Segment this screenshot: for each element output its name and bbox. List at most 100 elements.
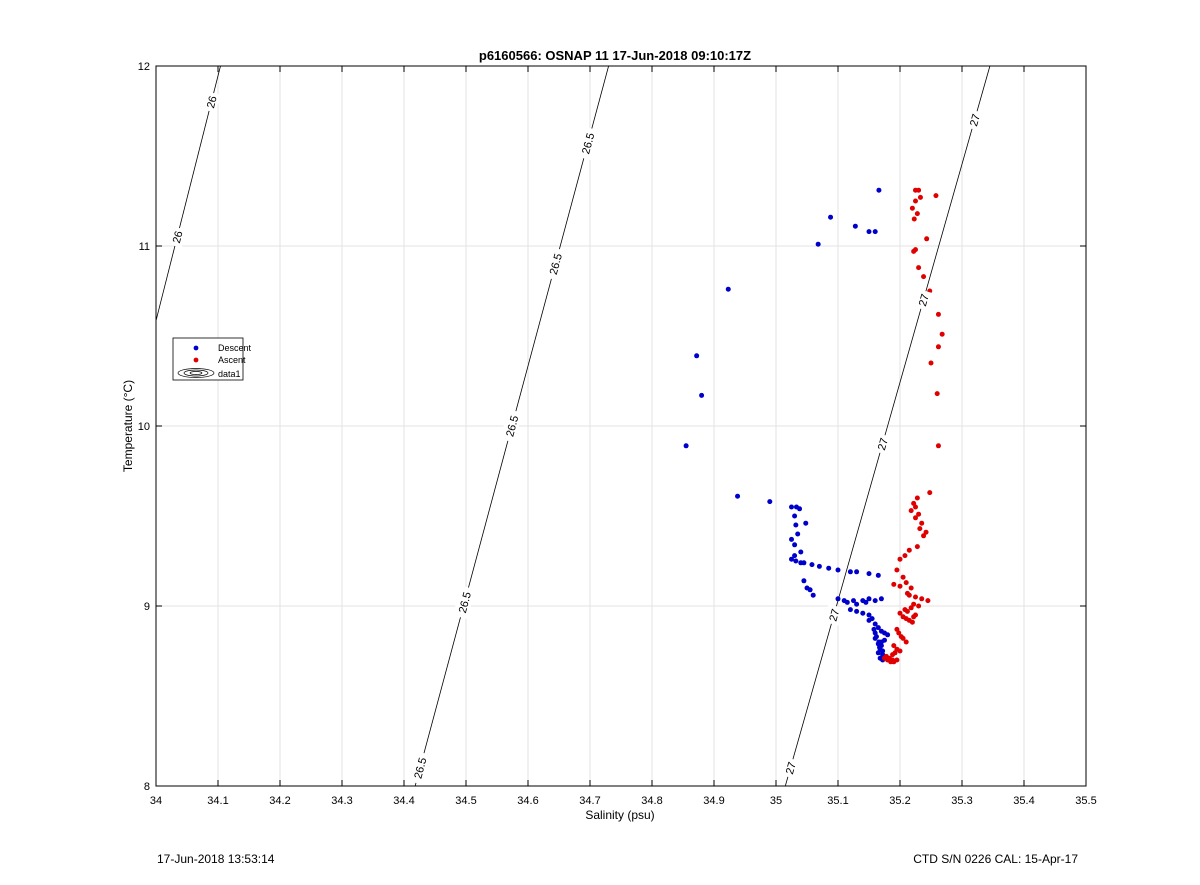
contour-label: 27	[913, 288, 933, 311]
descent-point	[866, 596, 872, 602]
descent-point	[828, 214, 834, 220]
descent-point	[810, 592, 816, 598]
x-tick-label: 34.5	[455, 795, 476, 807]
x-tick-label: 35.5	[1075, 795, 1096, 807]
descent-point	[804, 585, 810, 591]
descent-point	[877, 644, 883, 650]
x-tick-label: 35.4	[1013, 795, 1034, 807]
descent-point	[683, 443, 689, 449]
contour-label-text: 27	[968, 113, 983, 128]
descent-point	[816, 563, 822, 569]
ascent-point	[911, 216, 917, 222]
contour-label-bg	[167, 226, 187, 248]
descent-point	[815, 241, 821, 247]
descent-point	[793, 558, 799, 564]
ascent-point	[917, 526, 923, 532]
contour-label: 27	[872, 432, 892, 455]
contour-label-text: 27	[827, 608, 842, 623]
descent-point	[847, 569, 853, 575]
y-tick-label: 10	[138, 421, 150, 433]
chart-title: p6160566: OSNAP 11 17-Jun-2018 09:10:17Z	[479, 48, 751, 63]
footer-instrument-info: CTD S/N 0226 CAL: 15-Apr-17	[913, 852, 1078, 866]
x-tick-label: 34.6	[517, 795, 538, 807]
ascent-point	[909, 205, 915, 211]
ascent-point	[900, 635, 906, 641]
descent-point	[885, 632, 891, 638]
legend-contour-icon	[177, 368, 215, 378]
descent-point	[872, 229, 878, 235]
ascent-point	[927, 490, 933, 496]
ascent-point	[908, 585, 914, 591]
descent-point	[835, 596, 841, 602]
data-points	[683, 187, 945, 665]
contour-label-text: 26	[205, 95, 220, 110]
descent-point	[851, 598, 856, 604]
legend: Descent Ascent data1	[172, 337, 252, 381]
contour-label-text: 27	[784, 761, 799, 776]
descent-point	[875, 572, 881, 578]
footer-timestamp: 17-Jun-2018 13:53:14	[157, 852, 275, 866]
contour-label: 26.5	[500, 409, 523, 443]
ascent-point	[891, 643, 897, 649]
y-tick-label: 9	[144, 601, 150, 613]
descent-point	[801, 578, 807, 584]
descent-point	[797, 506, 803, 512]
ascent-point	[894, 657, 900, 663]
contour-label-bg	[780, 756, 800, 779]
contour-label-bg	[408, 751, 431, 785]
ascent-point	[891, 581, 897, 587]
legend-label-descent: Descent	[218, 343, 252, 353]
x-tick-label: 34.2	[269, 795, 290, 807]
y-axis-label: Temperature (°C)	[121, 380, 135, 472]
x-tick-label: 35.2	[889, 795, 910, 807]
ascent-point	[921, 274, 927, 280]
ascent-point	[906, 547, 912, 553]
ascent-point	[933, 193, 939, 199]
ascent-point	[916, 187, 922, 193]
contour-label: 26.5	[543, 247, 567, 281]
x-tick-label: 34.8	[641, 795, 662, 807]
ascent-point	[916, 265, 922, 271]
descent-point	[792, 513, 798, 519]
ascent-point	[935, 344, 941, 350]
contour-label-bg	[201, 91, 221, 113]
contour-label-text: 26.5	[504, 414, 521, 438]
x-tick-label: 34	[150, 795, 162, 807]
contour-label-text: 26.5	[580, 132, 597, 156]
ascent-point	[909, 619, 915, 625]
contour-label-text: 27	[917, 293, 932, 308]
ascent-point	[897, 648, 903, 654]
descent-point	[872, 630, 878, 636]
ascent-point	[914, 544, 920, 550]
legend-marker-descent	[193, 345, 199, 351]
ascent-point	[908, 508, 914, 514]
descent-point	[792, 542, 798, 548]
descent-point	[809, 562, 815, 568]
contour-label-text: 26.5	[412, 756, 429, 780]
descent-point	[860, 610, 866, 616]
contour-label-text: 26.5	[457, 591, 474, 615]
descent-point	[826, 565, 832, 571]
ascent-point	[913, 612, 918, 618]
ascent-point	[908, 605, 914, 611]
series-descent	[683, 187, 891, 663]
descent-point	[844, 599, 850, 605]
ascent-point	[916, 603, 922, 609]
ascent-point	[904, 590, 910, 596]
y-tick-label: 11	[139, 241, 150, 253]
descent-point	[803, 520, 809, 526]
ascent-point	[917, 194, 923, 200]
y-tick-label: 12	[138, 61, 150, 73]
contour-label: 26	[167, 226, 187, 248]
descent-point	[872, 635, 878, 641]
ascent-point	[923, 529, 929, 535]
descent-point	[875, 650, 881, 656]
contour-label: 26.5	[452, 585, 476, 620]
series-ascent	[882, 187, 945, 665]
contour-label: 26	[201, 91, 221, 113]
descent-point	[866, 571, 872, 577]
descent-point	[789, 556, 794, 562]
descent-point	[882, 637, 887, 643]
descent-point	[835, 567, 841, 573]
